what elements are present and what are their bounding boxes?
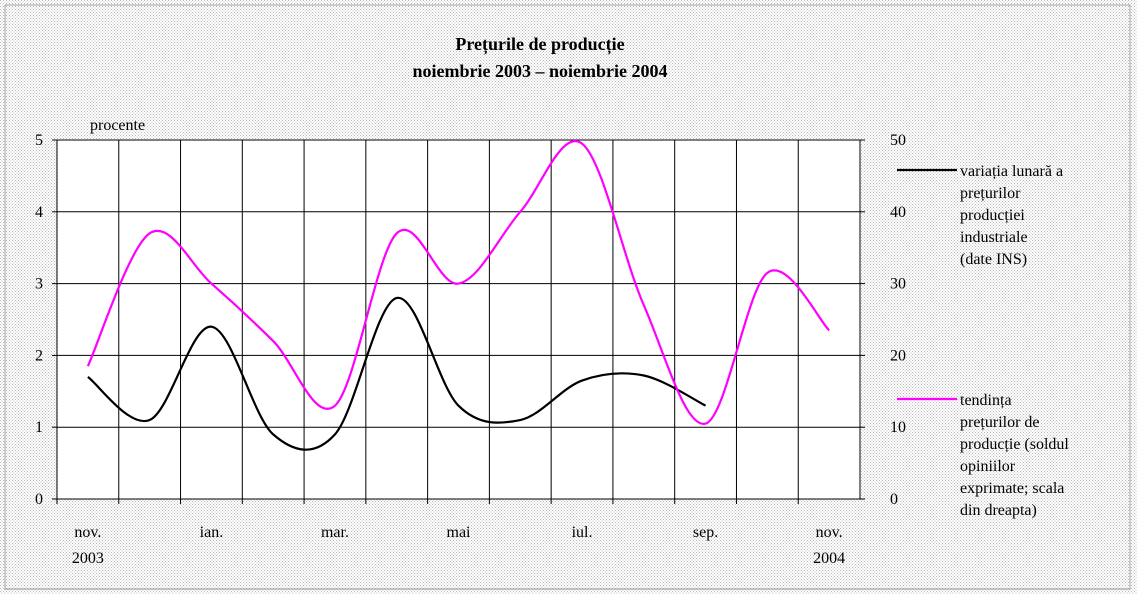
y-tick-label: 4: [35, 204, 43, 221]
y2-tick-label: 0: [890, 491, 898, 508]
y-tick-label: 2: [35, 347, 43, 364]
x-tick-label: ian.: [200, 524, 224, 541]
series-line: [86, 140, 830, 425]
x-tick-label: mai: [447, 524, 472, 541]
x-tick-label: nov. 2003: [72, 524, 104, 567]
x-tick-label: sep.: [693, 524, 718, 541]
x-tick-label: mar.: [321, 524, 349, 541]
y-tick-label: 5: [35, 132, 43, 149]
legend-label: tendința prețurilor de producție (soldul op…: [960, 392, 1069, 519]
plot-area: [57, 140, 860, 499]
x-tick-label: iul.: [572, 524, 593, 541]
y2-tick-label: 40: [890, 204, 906, 221]
y-tick-label: 1: [35, 419, 43, 436]
chart-title: Prețurile de producție: [455, 34, 624, 55]
y-tick-label: 3: [35, 276, 43, 293]
y2-tick-label: 10: [890, 419, 906, 436]
y2-tick-label: 50: [890, 132, 906, 149]
y-axis-label: procente: [90, 117, 145, 134]
y2-tick-label: 30: [890, 276, 906, 293]
chart-border: [4, 4, 1131, 590]
y2-tick-label: 20: [890, 347, 906, 364]
legend-label: variația lunară a prețurilor producției ind…: [960, 163, 1063, 268]
x-tick-label: nov. 2004: [813, 524, 845, 567]
y-tick-label: 0: [35, 491, 43, 508]
series-line: [87, 296, 707, 451]
chart-subtitle: noiembrie 2003 – noiembrie 2004: [413, 61, 668, 81]
